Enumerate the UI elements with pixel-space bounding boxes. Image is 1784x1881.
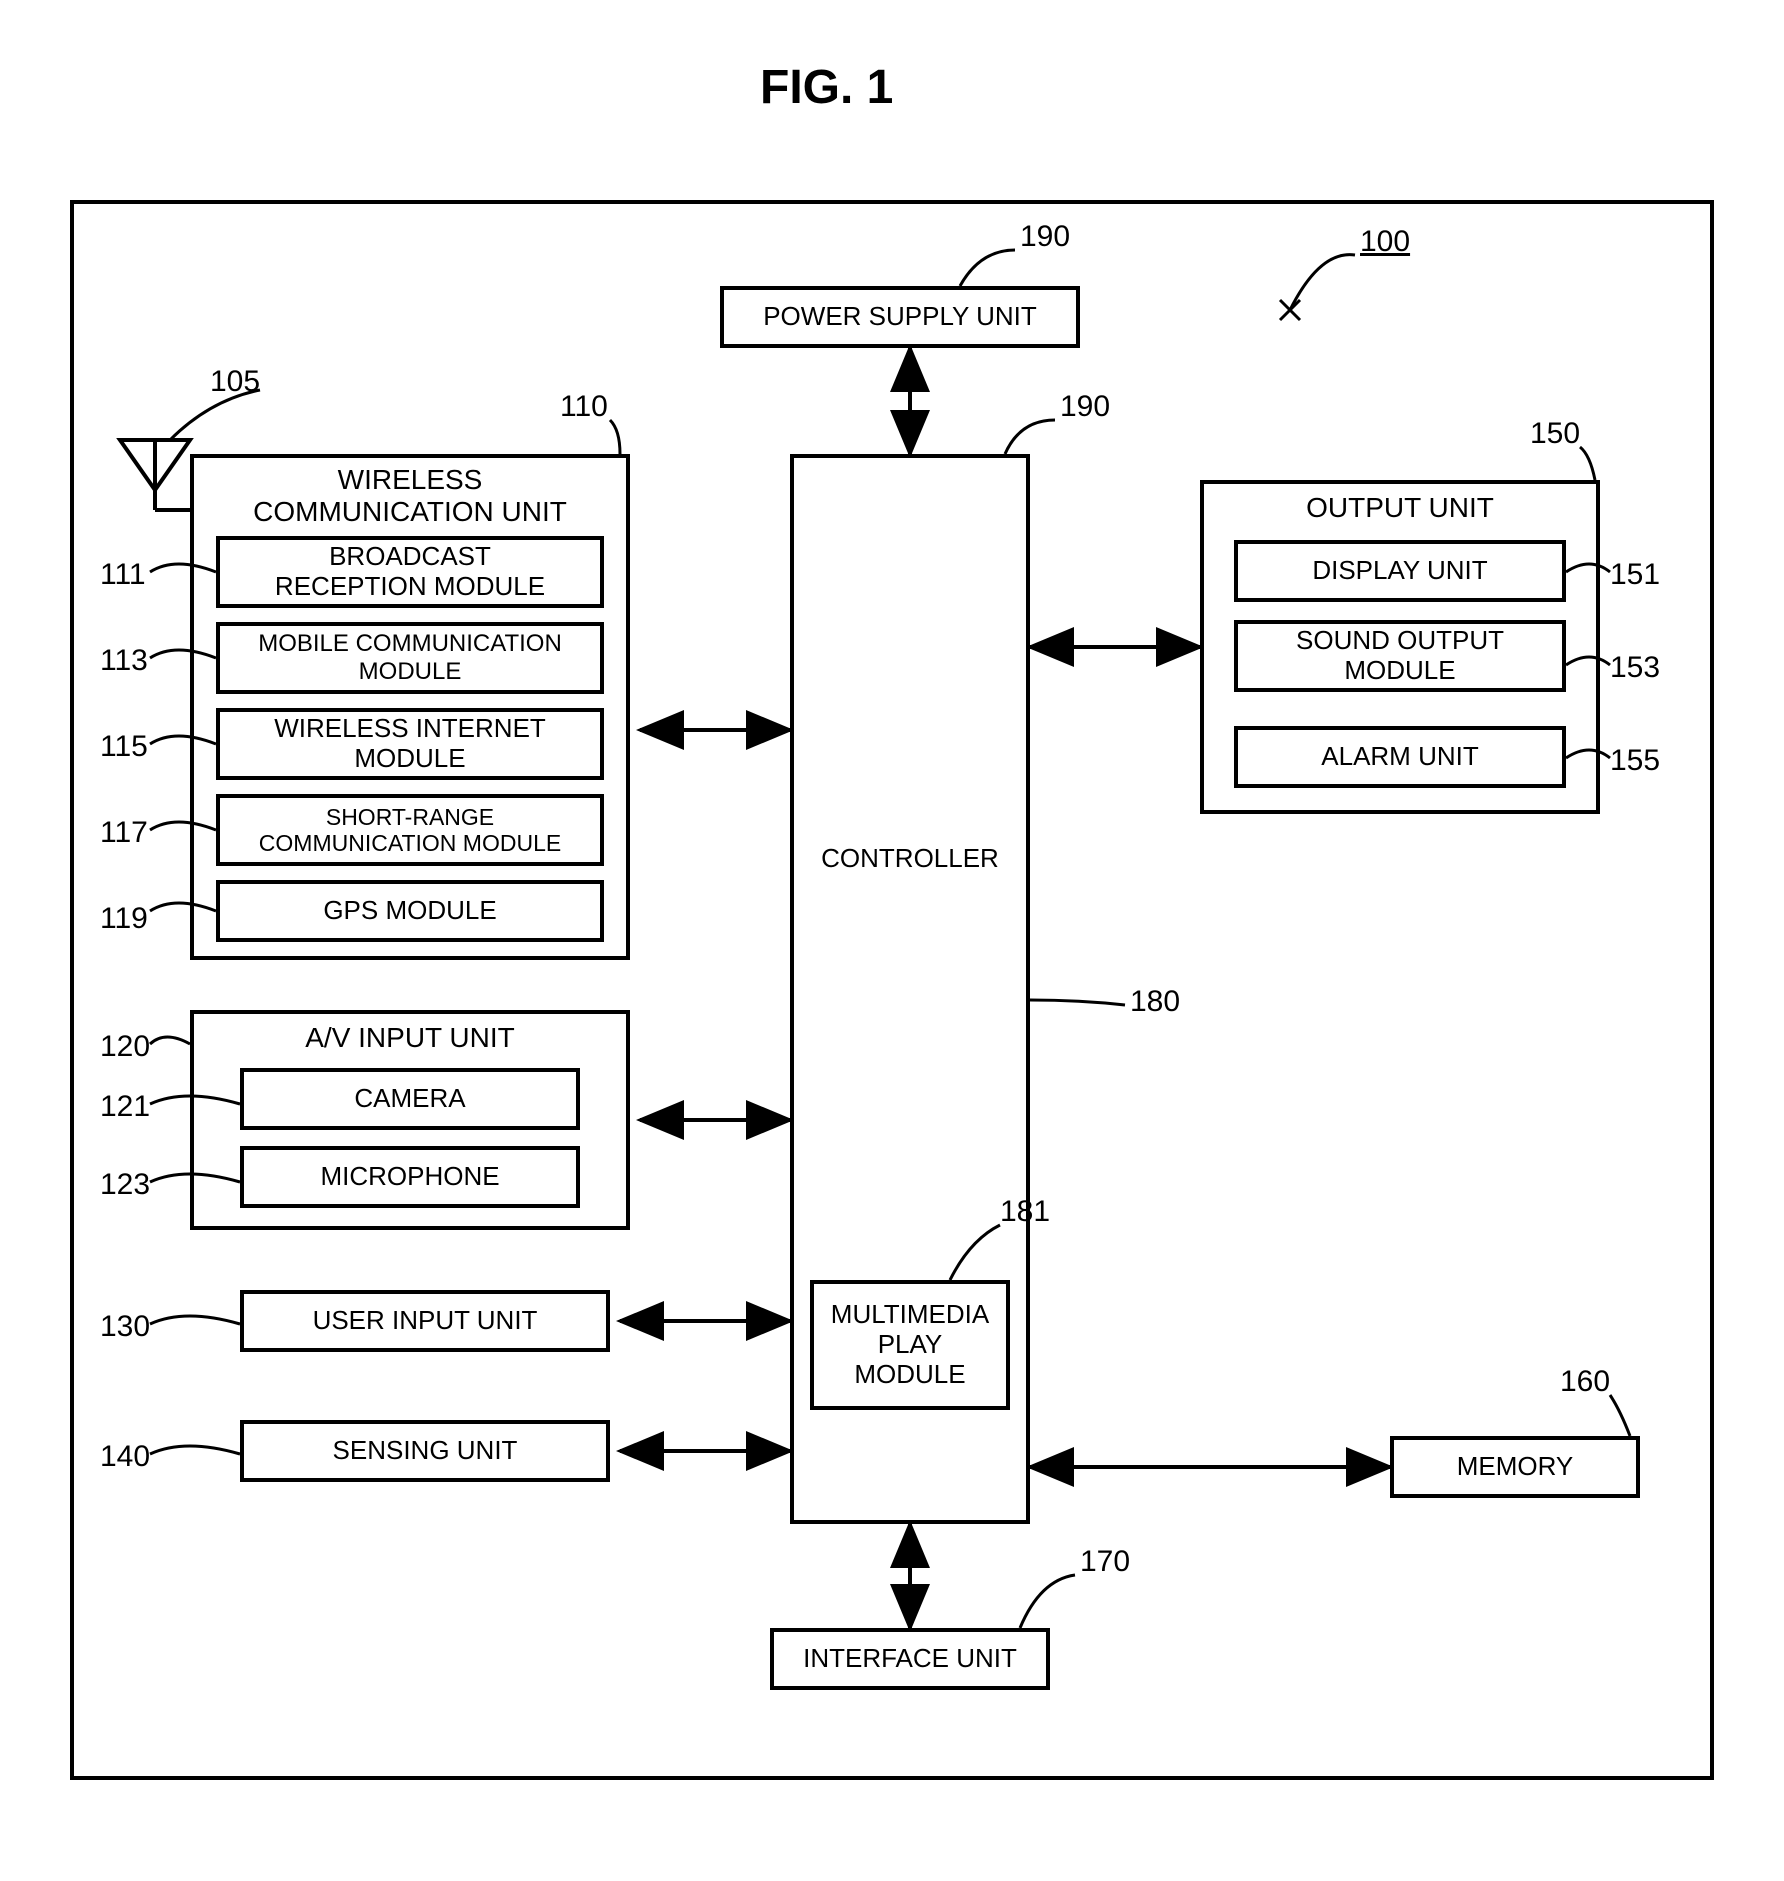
- ref-105: 105: [210, 365, 260, 399]
- ref-181: 181: [1000, 1195, 1050, 1229]
- figure-title: FIG. 1: [760, 60, 893, 115]
- ref-110: 110: [560, 390, 608, 424]
- ref-123: 123: [100, 1168, 150, 1202]
- sound-output-label: SOUND OUTPUT MODULE: [1290, 624, 1510, 688]
- ref-115: 115: [100, 730, 148, 764]
- controller-label: CONTROLLER: [815, 842, 1005, 876]
- ref-190-power: 190: [1020, 220, 1070, 254]
- sensing-unit-block: SENSING UNIT: [240, 1420, 610, 1482]
- alarm-unit-block: ALARM UNIT: [1234, 726, 1566, 788]
- ref-150: 150: [1530, 417, 1580, 451]
- ref-140: 140: [100, 1440, 150, 1474]
- ref-117: 117: [100, 816, 148, 850]
- ref-130: 130: [100, 1310, 150, 1344]
- ref-190-controller: 190: [1060, 390, 1110, 424]
- ref-170: 170: [1080, 1545, 1130, 1579]
- av-group-title: A/V INPUT UNIT: [190, 1022, 630, 1054]
- output-group-title: OUTPUT UNIT: [1200, 492, 1600, 524]
- mobile-comm-label: MOBILE COMMUNICATION MODULE: [252, 628, 568, 687]
- multimedia-play-label: MULTIMEDIA PLAY MODULE: [814, 1298, 1006, 1392]
- mobile-communication-module-block: MOBILE COMMUNICATION MODULE: [216, 622, 604, 694]
- memory-block: MEMORY: [1390, 1436, 1640, 1498]
- camera-label: CAMERA: [348, 1082, 471, 1116]
- multimedia-play-module-block: MULTIMEDIA PLAY MODULE: [810, 1280, 1010, 1410]
- ref-180: 180: [1130, 985, 1180, 1019]
- wireless-group-title: WIRELESS COMMUNICATION UNIT: [190, 464, 630, 528]
- power-supply-label: POWER SUPPLY UNIT: [757, 300, 1043, 334]
- ref-160: 160: [1560, 1365, 1610, 1399]
- user-input-label: USER INPUT UNIT: [307, 1304, 544, 1338]
- memory-label: MEMORY: [1451, 1450, 1580, 1484]
- ref-121: 121: [100, 1090, 150, 1124]
- wireless-internet-module-block: WIRELESS INTERNET MODULE: [216, 708, 604, 780]
- short-range-label: SHORT-RANGE COMMUNICATION MODULE: [253, 802, 567, 859]
- sensing-unit-label: SENSING UNIT: [327, 1434, 524, 1468]
- sound-output-module-block: SOUND OUTPUT MODULE: [1234, 620, 1566, 692]
- ref-111: 111: [100, 558, 146, 592]
- ref-113: 113: [100, 644, 148, 678]
- microphone-block: MICROPHONE: [240, 1146, 580, 1208]
- broadcast-label: BROADCAST RECEPTION MODULE: [269, 540, 551, 604]
- interface-unit-block: INTERFACE UNIT: [770, 1628, 1050, 1690]
- ref-155: 155: [1610, 744, 1660, 778]
- ref-100: 100: [1360, 225, 1410, 259]
- ref-119: 119: [100, 902, 148, 936]
- camera-block: CAMERA: [240, 1068, 580, 1130]
- gps-label: GPS MODULE: [317, 894, 502, 928]
- ref-153: 153: [1610, 651, 1660, 685]
- interface-unit-label: INTERFACE UNIT: [797, 1642, 1023, 1676]
- broadcast-reception-module-block: BROADCAST RECEPTION MODULE: [216, 536, 604, 608]
- ref-120: 120: [100, 1030, 150, 1064]
- alarm-unit-label: ALARM UNIT: [1315, 740, 1484, 774]
- user-input-unit-block: USER INPUT UNIT: [240, 1290, 610, 1352]
- microphone-label: MICROPHONE: [314, 1160, 505, 1194]
- power-supply-unit-block: POWER SUPPLY UNIT: [720, 286, 1080, 348]
- diagram-canvas: FIG. 1 POWER SUPPLY UNIT CONTROLLER MULT…: [0, 0, 1784, 1881]
- gps-module-block: GPS MODULE: [216, 880, 604, 942]
- display-unit-block: DISPLAY UNIT: [1234, 540, 1566, 602]
- display-unit-label: DISPLAY UNIT: [1306, 554, 1493, 588]
- ref-151: 151: [1610, 558, 1660, 592]
- wireless-internet-label: WIRELESS INTERNET MODULE: [268, 712, 552, 776]
- short-range-communication-module-block: SHORT-RANGE COMMUNICATION MODULE: [216, 794, 604, 866]
